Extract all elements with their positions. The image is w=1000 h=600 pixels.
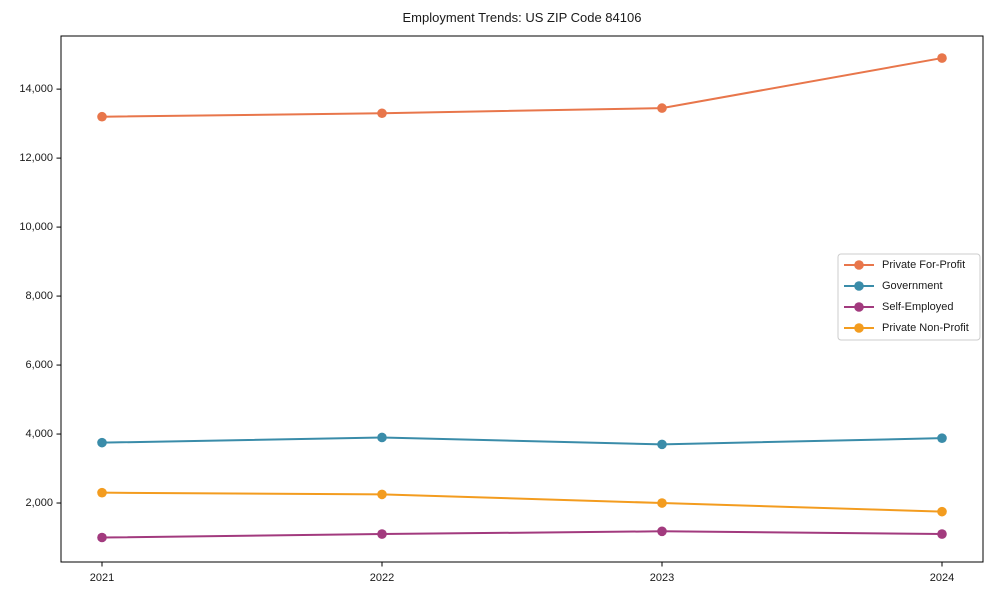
series-line — [101, 491, 943, 513]
x-axis: 2021 2022 2023 2024 — [90, 562, 954, 584]
legend-label: Government — [882, 280, 943, 292]
y-tick-label: 2,000 — [25, 497, 53, 509]
data-point — [377, 108, 387, 119]
chart-title: Employment Trends: US ZIP Code 84106 — [403, 10, 642, 25]
legend-item: Self-Employed — [844, 301, 954, 313]
legend-marker — [854, 281, 864, 291]
y-axis: 2,000 4,000 6,000 8,000 10,000 12,000 14,000 — [19, 83, 61, 509]
legend-item: Private For-Profit — [844, 259, 965, 271]
y-tick-label: 10,000 — [19, 221, 53, 233]
data-point — [657, 498, 667, 508]
legend-label: Self-Employed — [882, 301, 954, 313]
legend: Private For-Profit Government Self-Employe… — [837, 253, 981, 341]
series-line — [101, 57, 943, 118]
plot-frame — [60, 35, 984, 563]
series-line — [101, 436, 943, 446]
data-point — [937, 433, 947, 443]
data-point — [937, 529, 947, 539]
legend-marker — [854, 302, 864, 312]
x-tick-label: 2024 — [930, 572, 954, 584]
data-point — [97, 487, 107, 498]
data-point — [97, 111, 107, 122]
x-tick-label: 2022 — [370, 572, 394, 584]
legend-marker — [854, 260, 864, 270]
data-point — [657, 439, 667, 450]
series-private-for-profit — [97, 53, 947, 122]
y-tick-label: 4,000 — [25, 428, 53, 440]
legend-box — [837, 253, 981, 341]
x-tick-label: 2023 — [650, 572, 674, 584]
data-point — [377, 529, 387, 539]
data-point — [377, 432, 387, 443]
legend-item: Private Non-Profit — [844, 322, 969, 334]
legend-label: Private Non-Profit — [882, 322, 969, 334]
series-line — [101, 530, 943, 539]
x-tick-label: 2021 — [90, 572, 114, 584]
legend-label: Private For-Profit — [882, 259, 965, 271]
data-point — [657, 526, 667, 537]
y-tick-label: 6,000 — [25, 359, 53, 371]
series-private-non-profit — [97, 487, 947, 517]
legend-item: Government — [844, 280, 943, 292]
y-tick-label: 12,000 — [19, 152, 53, 164]
data-point — [97, 532, 107, 543]
data-point — [657, 103, 667, 113]
legend-marker — [854, 323, 864, 333]
data-point — [377, 489, 387, 500]
data-point — [97, 437, 107, 448]
y-tick-label: 14,000 — [19, 83, 53, 95]
series-government — [97, 432, 947, 450]
y-tick-label: 8,000 — [25, 290, 53, 302]
data-point — [937, 53, 947, 63]
series-self-employed — [97, 526, 947, 543]
data-point — [937, 506, 947, 517]
